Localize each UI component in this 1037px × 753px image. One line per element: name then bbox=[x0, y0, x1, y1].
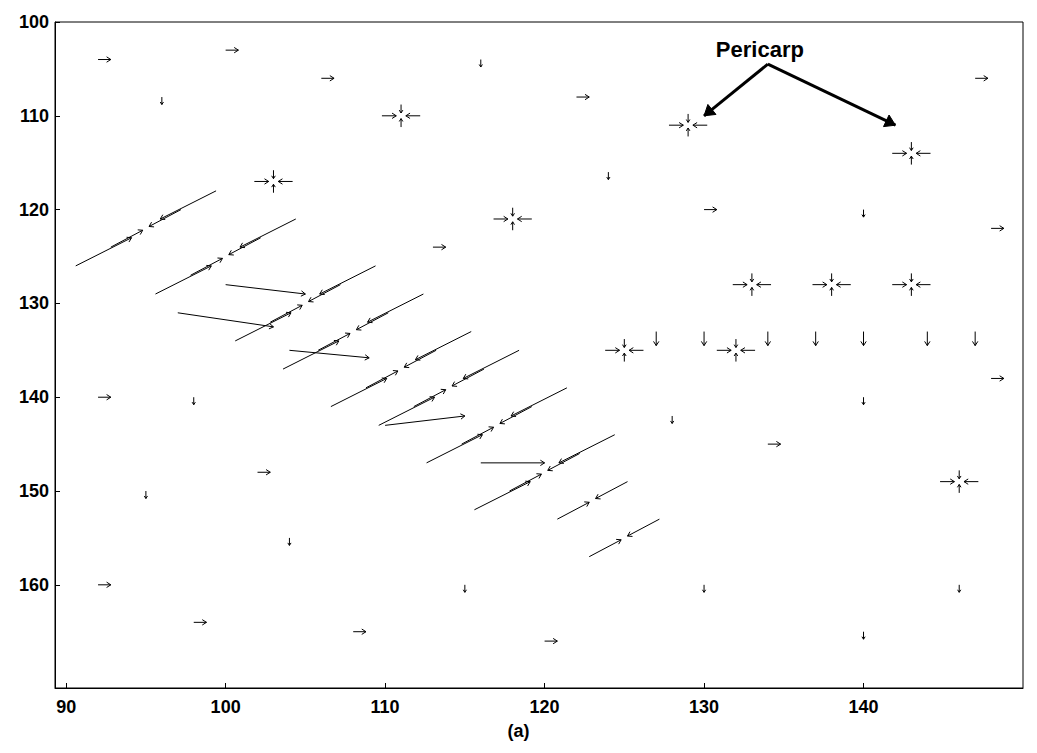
svg-text:140: 140 bbox=[849, 697, 879, 717]
svg-text:110: 110 bbox=[371, 697, 400, 717]
svg-text:90: 90 bbox=[56, 697, 76, 717]
svg-text:110: 110 bbox=[20, 106, 49, 126]
svg-text:Pericarp: Pericarp bbox=[716, 37, 804, 62]
svg-text:120: 120 bbox=[19, 200, 49, 220]
svg-text:140: 140 bbox=[19, 387, 49, 407]
svg-text:(a): (a) bbox=[508, 721, 530, 741]
svg-text:120: 120 bbox=[530, 697, 560, 717]
svg-text:100: 100 bbox=[211, 697, 241, 717]
svg-text:100: 100 bbox=[19, 12, 49, 32]
svg-text:160: 160 bbox=[19, 575, 49, 595]
svg-text:130: 130 bbox=[689, 697, 719, 717]
svg-text:130: 130 bbox=[19, 293, 49, 313]
svg-text:150: 150 bbox=[19, 481, 49, 501]
